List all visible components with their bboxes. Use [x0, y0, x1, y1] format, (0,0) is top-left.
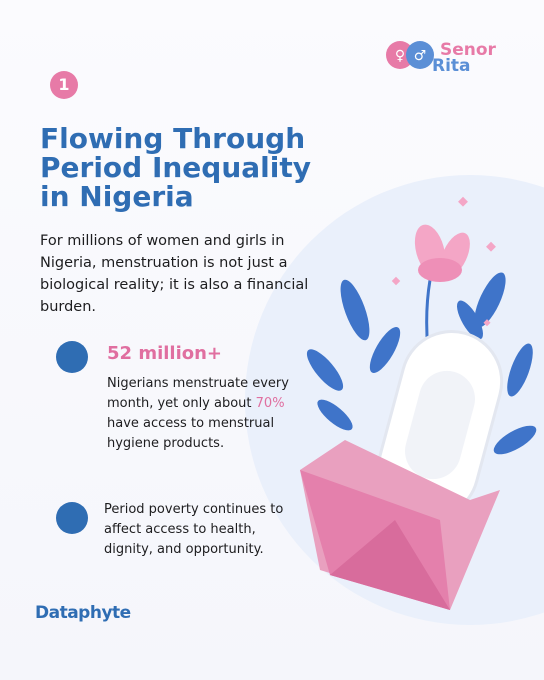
section-badge: 1: [50, 71, 78, 99]
logo-text: Senor: [440, 40, 496, 60]
point-text: Period poverty continues to affect acces…: [104, 500, 294, 560]
title-line: Period Inequality: [40, 151, 311, 184]
text: Nigerians menstruate every month, yet on…: [107, 376, 289, 411]
title-line: in Nigeria: [40, 180, 194, 213]
svg-text:♂: ♂: [414, 48, 427, 64]
highlight: 70%: [255, 396, 285, 411]
footer-brand: Dataphyte: [35, 603, 131, 623]
text: have access to menstrual hygiene product…: [107, 416, 275, 451]
point-text: Nigerians menstruate every month, yet on…: [107, 374, 312, 454]
title: Flowing Through Period Inequality in Nig…: [40, 124, 311, 211]
icon: [56, 502, 88, 534]
logo-text: Rita: [432, 56, 471, 76]
icon: [56, 341, 88, 373]
svg-text:♀: ♀: [395, 48, 405, 64]
stat-headline: 52 million+: [107, 343, 223, 364]
title-line: Flowing Through: [40, 122, 306, 155]
text: Period poverty continues to affect acces…: [104, 502, 284, 557]
intro: For millions of women and girls in Niger…: [40, 233, 309, 315]
